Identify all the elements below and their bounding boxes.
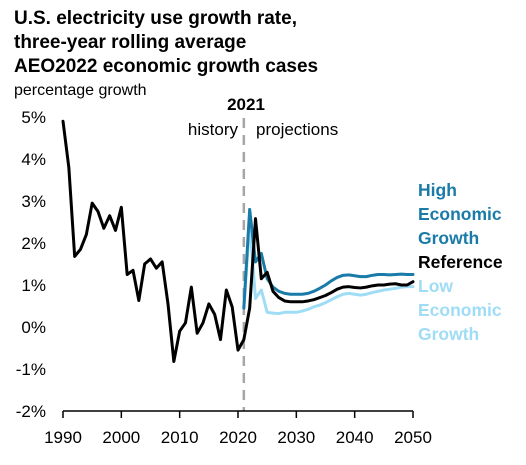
y-tick-label: 1% (21, 276, 46, 295)
x-tick-label: 2050 (394, 428, 432, 447)
x-tick-label: 1990 (44, 428, 82, 447)
series-line-low-economic-growth (242, 222, 415, 316)
series-lines (61, 119, 415, 363)
y-tick-label: 3% (21, 192, 46, 211)
y-tick-label: -1% (16, 360, 46, 379)
x-tick-label: 2030 (277, 428, 315, 447)
history-label: history (188, 120, 239, 139)
projections-label: projections (256, 120, 338, 139)
series-line-reference (61, 119, 415, 363)
y-tick-label: -2% (16, 402, 46, 421)
y-tick-label: 0% (21, 318, 46, 337)
y-axis-tick-labels: 5% 4% 3% 2% 1% 0% -1% -2% (16, 108, 46, 421)
chart-title-line-1: U.S. electricity use growth rate, (14, 8, 297, 29)
series-label-high-economic-growth: Economic (418, 204, 502, 224)
divider-year-label: 2021 (227, 95, 265, 114)
y-tick-label: 5% (21, 108, 46, 127)
y-axis-unit-label: percentage growth (14, 82, 147, 99)
x-tick-label: 2000 (102, 428, 140, 447)
x-tick-label: 2020 (219, 428, 257, 447)
series-label-high-economic-growth: High (418, 180, 457, 200)
series-labels: High Economic Growth Reference Low Economic Gr… (418, 180, 503, 344)
chart-title-line-3: AEO2022 economic growth cases (14, 56, 318, 77)
series-label-low-economic-growth: Low (418, 276, 453, 296)
series-label-low-economic-growth: Growth (418, 324, 479, 344)
series-label-high-economic-growth: Growth (418, 228, 479, 248)
x-tick-label: 2040 (336, 428, 374, 447)
series-label-reference: Reference (418, 252, 503, 272)
chart-title-line-2: three-year rolling average (14, 32, 246, 53)
x-tick-label: 2010 (161, 428, 199, 447)
x-axis-ticks (62, 411, 414, 418)
y-tick-label: 2% (21, 234, 46, 253)
series-label-low-economic-growth: Economic (418, 300, 502, 320)
y-tick-label: 4% (21, 150, 46, 169)
x-axis-tick-labels: 1990 2000 2010 2020 2030 2040 2050 (44, 428, 432, 447)
